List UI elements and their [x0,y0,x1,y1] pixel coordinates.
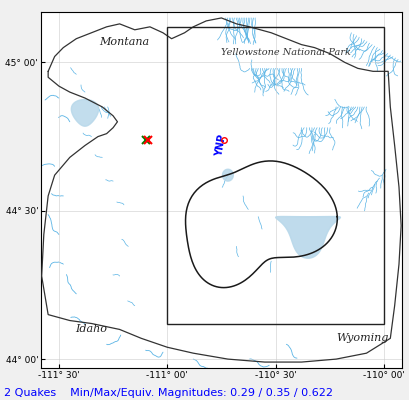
Polygon shape [71,100,98,126]
Bar [167,27,383,324]
Polygon shape [275,216,339,258]
Text: Yellowstone National Park: Yellowstone National Park [221,48,351,57]
Text: Idaho: Idaho [75,324,107,334]
Text: YNP: YNP [214,134,228,157]
Text: Montana: Montana [99,37,148,47]
Text: 2 Quakes    Min/Max/Equiv. Magnitudes: 0.29 / 0.35 / 0.622: 2 Quakes Min/Max/Equiv. Magnitudes: 0.29… [4,388,332,398]
Text: Wyoming: Wyoming [335,333,387,343]
Polygon shape [222,169,233,181]
